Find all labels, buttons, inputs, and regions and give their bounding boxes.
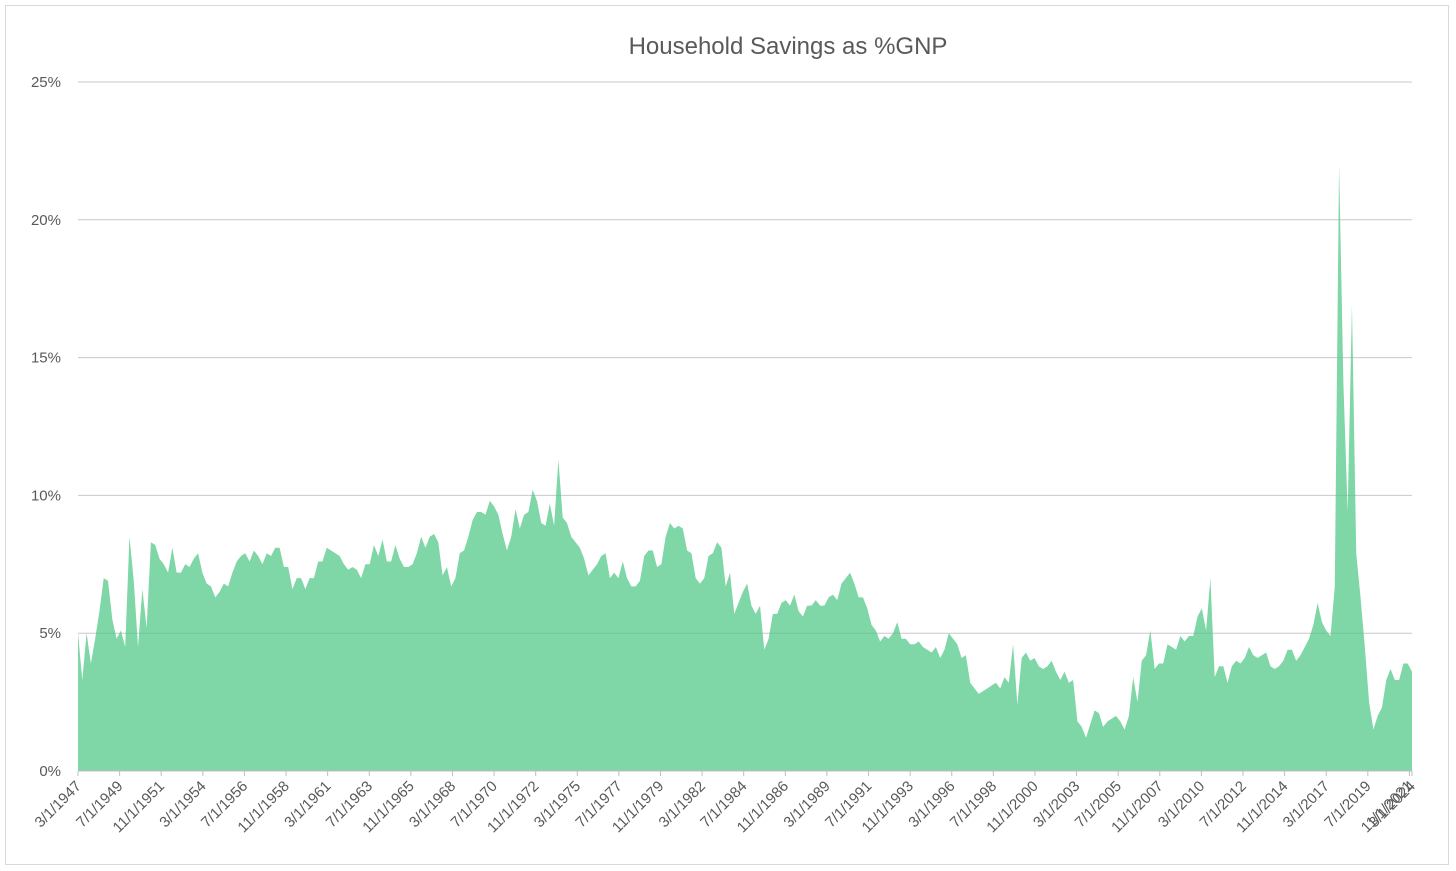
y-tick-label: 15% — [31, 350, 61, 367]
y-tick-label: 5% — [39, 625, 61, 642]
y-tick-label: 25% — [31, 74, 61, 91]
gridlines — [78, 81, 1412, 634]
y-tick-label: 10% — [31, 487, 61, 504]
chart-title: Household Savings as %GNP — [629, 33, 948, 60]
chart-frame — [5, 5, 1449, 865]
area-layer — [78, 81, 1412, 771]
y-tick-label: 0% — [39, 763, 61, 780]
y-tick-label: 20% — [31, 212, 61, 229]
x-axis-labels: 3/1/19477/1/194911/1/19513/1/19547/1/195… — [32, 778, 1419, 836]
x-tick-label: 3/1/2024 — [1366, 778, 1419, 831]
y-axis-labels: 0% 5% 10% 15% 20% 25% — [31, 74, 61, 780]
x-axis — [77, 770, 1413, 776]
savings-area — [78, 164, 1412, 771]
